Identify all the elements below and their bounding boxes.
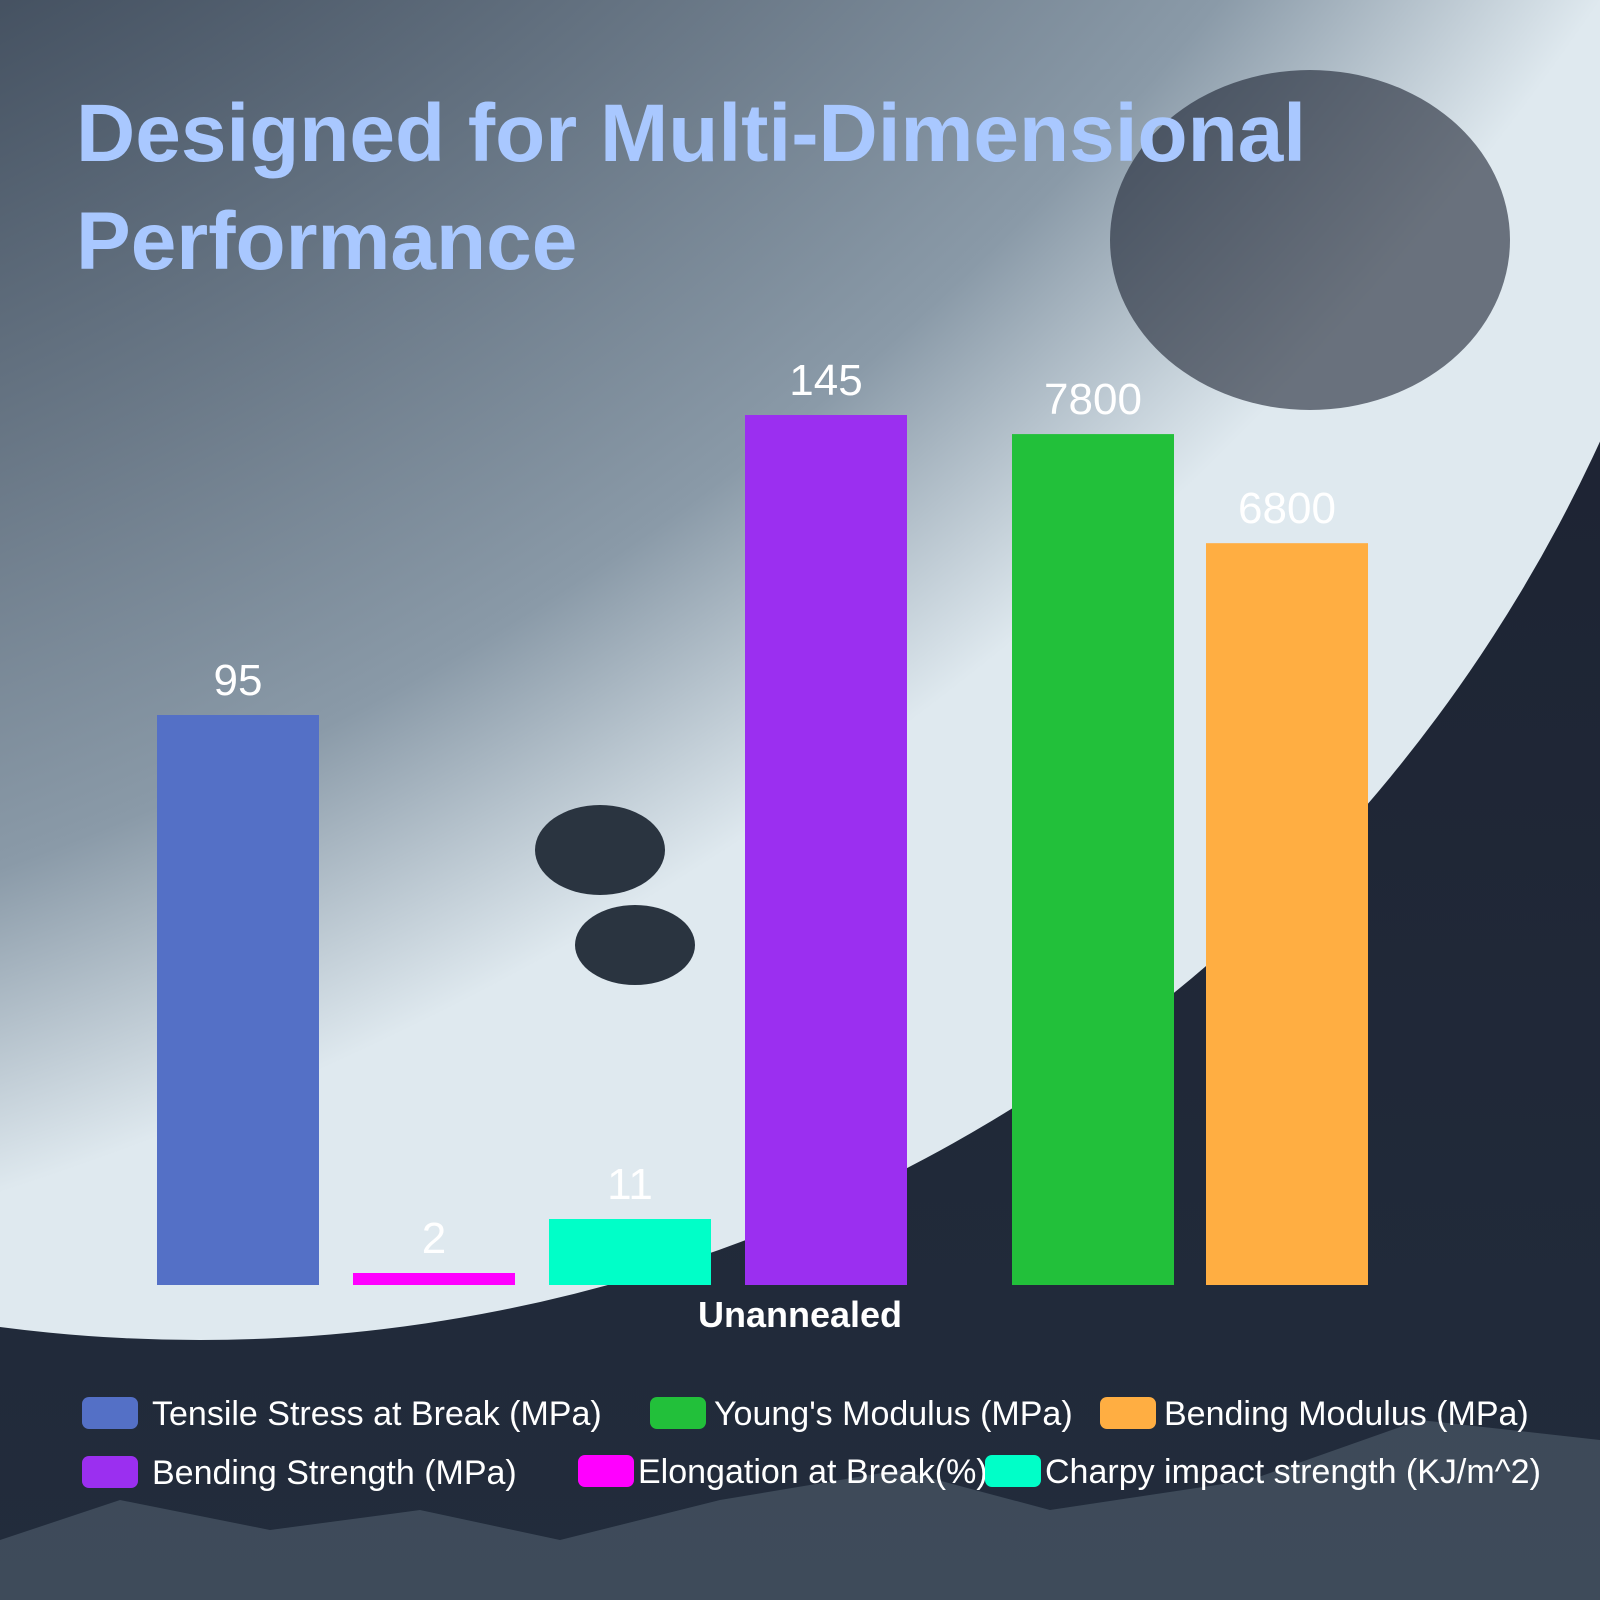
value-label: 11 <box>607 1160 653 1209</box>
legend-label: Elongation at Break(%) <box>638 1453 988 1491</box>
value-label: 2 <box>422 1214 446 1263</box>
category-label: Unannealed <box>698 1294 902 1335</box>
bar <box>353 1273 515 1285</box>
bar <box>157 715 319 1285</box>
legend-label: Bending Modulus (MPa) <box>1164 1395 1529 1433</box>
legend-label: Young's Modulus (MPa) <box>714 1395 1073 1433</box>
bar <box>1206 543 1368 1285</box>
mountains <box>0 1420 1600 1600</box>
legend-swatch <box>82 1397 138 1429</box>
bar <box>1012 434 1174 1285</box>
legend-swatch <box>1100 1397 1156 1429</box>
chart-title: Designed for Multi-Dimensional Performan… <box>76 88 1307 287</box>
legend-label: Charpy impact strength (KJ/m^2) <box>1045 1453 1541 1491</box>
legend-swatch <box>578 1455 634 1487</box>
value-label: 7800 <box>1044 375 1142 424</box>
bar <box>549 1219 711 1285</box>
legend-label: Tensile Stress at Break (MPa) <box>152 1395 602 1433</box>
crater <box>535 805 665 895</box>
legend-swatch <box>650 1397 706 1429</box>
value-label: 95 <box>214 656 263 705</box>
legend-swatch <box>82 1456 138 1488</box>
bar <box>745 415 907 1285</box>
legend-label: Bending Strength (MPa) <box>152 1454 517 1492</box>
crater <box>575 905 695 985</box>
crater <box>1110 70 1510 410</box>
value-label: 6800 <box>1238 484 1336 533</box>
value-label: 145 <box>789 356 862 405</box>
legend-swatch <box>985 1455 1041 1487</box>
